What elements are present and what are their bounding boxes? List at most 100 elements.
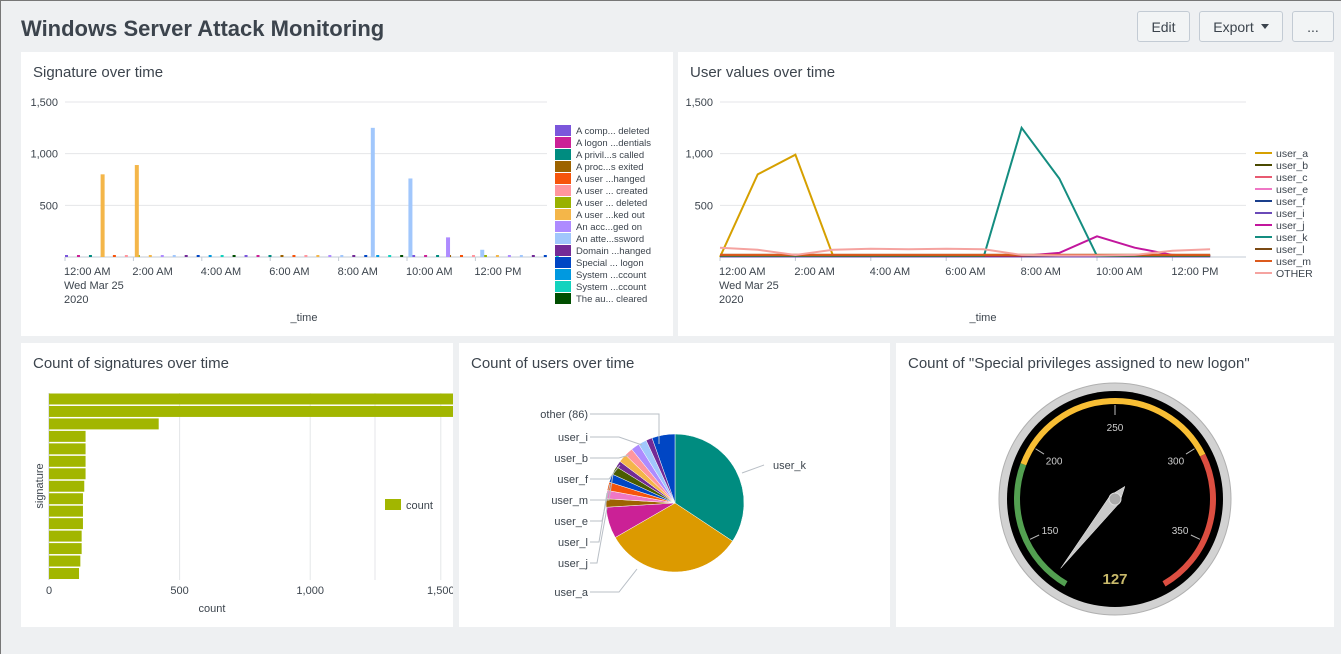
legend-label: user_f <box>1276 196 1305 208</box>
legend-label: user_e <box>1276 184 1308 196</box>
bar <box>134 165 139 257</box>
pie-label: user_a <box>554 587 589 599</box>
legend-label: A user ... deleted <box>576 198 647 209</box>
legend-swatch <box>555 257 571 268</box>
gauge-band <box>1014 463 1068 587</box>
bar-baseline <box>65 255 68 257</box>
legend-label: OTHER <box>1276 268 1313 280</box>
legend-label: user_k <box>1276 232 1308 244</box>
x-axis-title: _time <box>290 312 318 324</box>
x-tick-label: 6:00 AM <box>945 266 985 278</box>
legend-label: Domain ...hanged <box>576 246 651 257</box>
legend-swatch <box>555 137 571 148</box>
x-tick-label: 4:00 AM <box>201 266 241 278</box>
gauge-tick <box>1185 448 1195 455</box>
bar-baseline <box>280 255 284 257</box>
bar-baseline <box>483 255 487 257</box>
legend-swatch <box>555 161 571 172</box>
bar <box>49 543 82 555</box>
bar-baseline <box>292 255 296 257</box>
legend-swatch <box>555 293 571 304</box>
gauge-tick <box>1029 534 1040 540</box>
gauge-tick <box>1190 534 1201 540</box>
legend-label: A user ...ked out <box>576 210 645 221</box>
pie-leader-line <box>590 436 643 446</box>
bar <box>100 174 105 257</box>
y-tick-label: 1,500 <box>685 97 713 109</box>
legend-swatch <box>555 221 571 232</box>
gauge-hub <box>1108 492 1122 506</box>
bar <box>49 518 83 530</box>
count-users-pie-chart[interactable]: user_k other (86) user_i user_b user_f user_m… <box>459 343 890 627</box>
bar-baseline <box>352 255 356 257</box>
pie-leader-line <box>590 454 630 459</box>
signature-over-time-chart[interactable]: 500 1,000 1,500 12:00 AM 2:00 AM 4:00 AM 6:00 … <box>21 52 673 336</box>
gauge-tick-label: 350 <box>1172 526 1189 537</box>
legend-swatch <box>555 173 571 184</box>
bar <box>49 405 453 417</box>
y-tick-label: 1,000 <box>30 149 58 161</box>
pie-label: user_m <box>551 495 588 507</box>
legend-swatch <box>555 209 571 220</box>
legend-swatch <box>555 245 571 256</box>
pie-leader-line <box>590 413 660 444</box>
export-button[interactable]: Export <box>1199 11 1283 42</box>
bar-baseline <box>304 255 308 257</box>
more-actions-button[interactable]: ... <box>1292 11 1334 42</box>
bar-baseline <box>76 255 80 257</box>
edit-button[interactable]: Edit <box>1137 11 1190 42</box>
bar-baseline <box>364 255 368 257</box>
panel-special-privileges: Count of "Special privileges assigned to… <box>896 343 1334 627</box>
legend-swatch <box>555 233 571 244</box>
bar-baseline <box>256 255 260 257</box>
bar-baseline <box>268 255 272 257</box>
bar <box>49 455 86 467</box>
series-line <box>719 153 1211 258</box>
legend-label: user_i <box>1276 208 1305 220</box>
x-tick-label: 10:00 AM <box>1096 266 1142 278</box>
pie-label: user_k <box>773 460 807 472</box>
special-privileges-gauge[interactable]: 150 200 250 300 350 127 <box>896 343 1334 627</box>
bar-baseline <box>531 255 535 257</box>
pie-leader-line <box>741 464 765 474</box>
legend-label: user_m <box>1276 256 1311 268</box>
bar-baseline <box>507 255 511 257</box>
pie-label: user_b <box>554 453 588 465</box>
y-tick-label: 500 <box>40 200 58 212</box>
pie-label: user_f <box>557 474 589 486</box>
panel-title: Signature over time <box>33 64 164 81</box>
y-tick-label: 1,000 <box>685 149 713 161</box>
export-label: Export <box>1213 18 1254 35</box>
bar-baseline <box>328 255 332 257</box>
user-values-over-time-chart[interactable]: 500 1,000 1,500 12:00 AM 2:00 AM 4:00 AM 6:00 … <box>678 52 1334 336</box>
legend-swatch <box>555 269 571 280</box>
x-tick-label: 12:00 AM <box>719 266 765 278</box>
bar-baseline <box>495 255 499 257</box>
bar-baseline <box>196 255 200 257</box>
legend-label: A privil...s called <box>576 150 644 161</box>
bar-baseline <box>436 255 440 257</box>
bar-baseline <box>376 255 380 257</box>
legend-label: A comp... deleted <box>576 126 649 137</box>
bar-baseline <box>316 255 320 257</box>
legend-label: A user ... created <box>576 186 648 197</box>
gauge-band <box>1020 398 1206 466</box>
legend-label: The au... cleared <box>576 294 647 305</box>
x-tick-label: 10:00 AM <box>406 266 452 278</box>
bar <box>480 249 485 257</box>
bar-baseline <box>184 255 188 257</box>
legend-label: user_c <box>1276 172 1308 184</box>
bar-baseline <box>112 255 116 257</box>
series-line <box>720 125 1211 257</box>
gauge-band <box>1162 453 1216 587</box>
x-tick-label: 12:00 PM <box>474 266 521 278</box>
gauge-tick <box>1035 448 1045 455</box>
panel-title: Count of users over time <box>471 355 635 372</box>
legend-label: System ...ccount <box>576 270 647 281</box>
x-tick-sublabel: 2020 <box>719 294 743 306</box>
bar <box>49 468 86 480</box>
legend-swatch <box>555 185 571 196</box>
x-tick-label: 1,500 <box>427 585 453 597</box>
bar-baseline <box>471 255 475 257</box>
